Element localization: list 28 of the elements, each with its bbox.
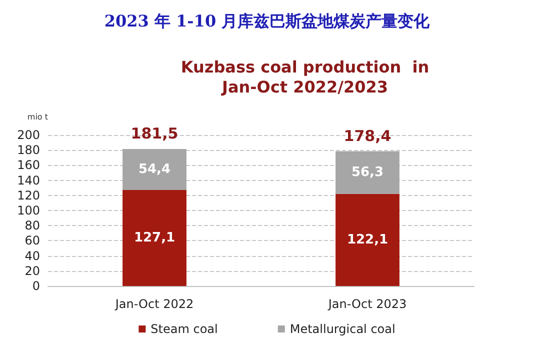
y-tick-label: 20 — [24, 264, 40, 278]
bar — [122, 190, 186, 286]
data-label: 54,4 — [138, 162, 171, 178]
chart-subtitle: Kuzbass coal production in Jan-Oct 2022/2023 — [180, 58, 430, 96]
y-tick-label: 200 — [17, 128, 40, 142]
legend-label: Steam coal — [150, 322, 218, 336]
y-tick-label: 160 — [17, 158, 40, 172]
bar — [122, 148, 186, 190]
y-tick-label: 60 — [24, 234, 40, 248]
y-tick-label: 80 — [24, 218, 40, 233]
y-axis-title: mio t — [27, 112, 48, 122]
bar — [336, 194, 400, 286]
y-tick-label: 120 — [17, 188, 40, 202]
total-label: 178,4 — [344, 126, 392, 145]
data-label: 127,1 — [134, 230, 176, 246]
total-label: 181,5 — [130, 124, 178, 142]
y-tick-label: 0 — [32, 279, 40, 293]
legend-label: Metallurgical coal — [290, 322, 396, 336]
y-tick-label: 40 — [24, 248, 40, 263]
data-label: 56,3 — [351, 165, 384, 180]
x-tick-label: Jan-Oct 2023 — [327, 297, 407, 311]
chart-title: 2023 年 1-10 月库兹巴斯盆地煤炭产量变化 — [104, 12, 431, 30]
bar — [336, 151, 400, 194]
data-label: 122,1 — [346, 232, 388, 248]
y-tick-label: 140 — [17, 173, 40, 188]
y-tick-label: 100 — [17, 204, 40, 218]
y-tick-label: 180 — [17, 143, 40, 158]
x-tick-label: Jan-Oct 2022 — [114, 297, 194, 311]
